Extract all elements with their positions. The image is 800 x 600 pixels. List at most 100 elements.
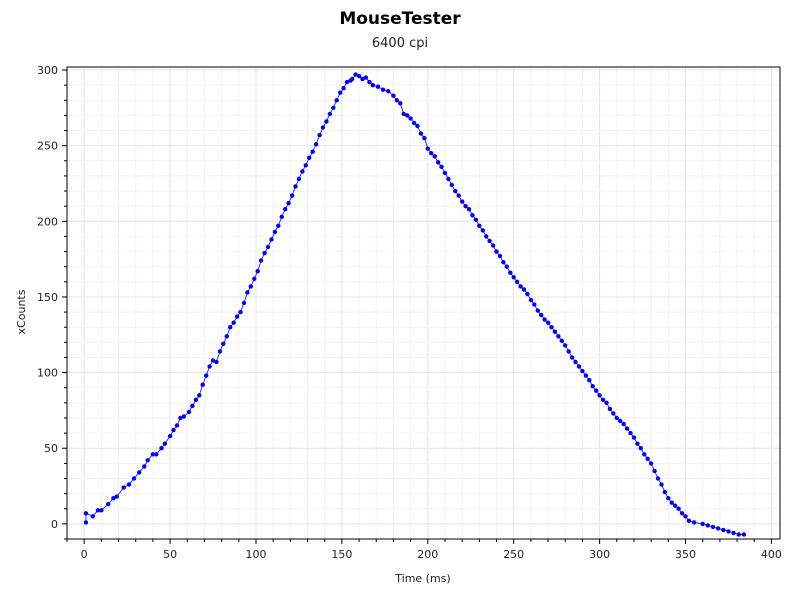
data-point — [621, 421, 626, 427]
data-point — [580, 368, 585, 374]
data-point — [514, 279, 520, 284]
data-point — [338, 90, 343, 95]
data-point — [686, 518, 692, 523]
data-point — [439, 164, 444, 169]
data-point — [375, 84, 381, 89]
data-point — [171, 427, 176, 433]
data-point — [484, 234, 489, 239]
data-point — [545, 320, 551, 325]
data-point — [106, 502, 111, 507]
data-point — [334, 98, 339, 103]
data-point — [248, 284, 253, 289]
y-tick-label: 50 — [44, 442, 58, 455]
data-point — [178, 415, 183, 421]
data-point — [552, 329, 558, 334]
data-point — [303, 163, 308, 168]
data-point — [638, 446, 643, 451]
data-point — [197, 393, 202, 398]
data-point — [324, 119, 329, 124]
data-point — [217, 349, 223, 354]
data-point — [573, 359, 578, 365]
data-point — [415, 123, 420, 129]
data-point — [453, 188, 458, 194]
y-axis-label: xCounts — [15, 289, 28, 334]
data-point — [425, 146, 430, 151]
data-point — [279, 214, 284, 219]
data-point — [466, 207, 472, 212]
data-point — [258, 258, 264, 263]
data-point — [293, 184, 298, 189]
x-tick-label: 400 — [761, 548, 782, 561]
data-point — [710, 524, 716, 530]
data-point — [331, 105, 336, 111]
data-point — [700, 521, 705, 527]
data-point — [528, 297, 534, 303]
data-point — [542, 317, 547, 322]
data-point — [162, 441, 168, 446]
data-point — [642, 452, 647, 457]
data-point — [131, 476, 137, 481]
data-point — [272, 229, 278, 235]
data-point — [190, 403, 195, 409]
data-point — [265, 244, 271, 250]
data-point — [296, 176, 302, 182]
data-point — [655, 476, 661, 481]
data-point — [741, 532, 747, 537]
data-point — [145, 458, 150, 463]
data-point — [83, 520, 89, 525]
data-point — [532, 302, 537, 307]
axis-ticks: 0 50 100 150 200 250 300 350 400 0 50 100 150 200 250 3… — [37, 64, 782, 561]
data-point — [705, 523, 710, 528]
data-point — [473, 217, 479, 222]
data-point — [327, 111, 333, 117]
data-point — [679, 511, 685, 516]
data-point — [635, 441, 640, 446]
data-point — [231, 320, 236, 325]
data-point — [289, 193, 295, 198]
data-point — [628, 430, 633, 436]
data-point — [549, 325, 554, 330]
data-point — [432, 154, 437, 159]
data-point — [556, 334, 561, 339]
data-point — [114, 494, 120, 499]
data-point — [662, 489, 668, 495]
data-point — [587, 378, 592, 383]
data-point — [497, 253, 503, 259]
data-point — [666, 496, 671, 501]
plot-frame — [66, 66, 781, 540]
data-point — [224, 334, 229, 339]
data-point — [320, 125, 326, 130]
x-tick-label: 100 — [245, 548, 266, 561]
data-point — [186, 409, 192, 415]
data-point — [511, 275, 516, 280]
data-point — [614, 415, 619, 421]
data-point — [521, 287, 527, 292]
data-point — [645, 456, 650, 461]
data-point — [193, 397, 199, 402]
data-point — [241, 300, 247, 306]
x-tick-label: 350 — [675, 548, 696, 561]
series-line — [85, 73, 744, 535]
data-point — [463, 204, 468, 209]
y-tick-label: 200 — [37, 215, 58, 228]
data-point — [154, 452, 159, 457]
data-point — [736, 532, 741, 537]
data-point — [726, 529, 731, 534]
data-point — [126, 482, 132, 487]
x-tick-label: 150 — [331, 548, 352, 561]
data-point — [174, 423, 180, 428]
data-point — [731, 530, 736, 536]
data-point — [631, 435, 637, 440]
data-point — [408, 116, 413, 121]
data-point — [83, 511, 89, 516]
data-point — [676, 506, 681, 511]
data-point — [228, 325, 233, 330]
x-axis-label: Time (ms) — [394, 572, 450, 585]
data-point — [597, 393, 602, 398]
data-point — [518, 284, 523, 289]
data-point — [386, 89, 391, 94]
data-point — [721, 527, 726, 533]
data-point — [508, 270, 513, 275]
data-point — [435, 160, 441, 165]
data-point — [313, 142, 319, 147]
